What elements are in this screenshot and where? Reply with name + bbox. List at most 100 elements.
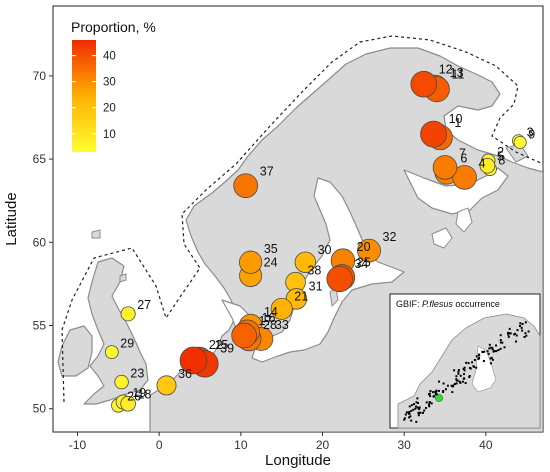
inset-occurrence-point [416, 397, 419, 400]
inset-occurrence-point [478, 354, 481, 357]
y-axis-title: Latitude [3, 192, 20, 245]
inset-occurrence-point [521, 323, 524, 325]
inset-occurrence-point [495, 344, 497, 347]
site-label-5: 5 [497, 149, 504, 163]
inset-occurrence-point [490, 356, 493, 359]
site-label-32: 32 [383, 230, 397, 244]
site-marker-4 [452, 165, 477, 190]
inset-occurrence-point [503, 346, 506, 349]
inset-occurrence-point [515, 334, 518, 337]
inset-occurrence-point [414, 407, 417, 410]
inset-occurrence-point [507, 331, 509, 334]
inset-occurrence-point [493, 350, 496, 353]
inset-occurrence-point [415, 420, 418, 423]
inset-occurrence-point [463, 377, 466, 380]
site-label-25: 25 [357, 256, 371, 270]
inset-occurrence-point [446, 384, 449, 387]
inset-occurrence-point [527, 330, 530, 333]
x-axis-title: Longitude [265, 452, 331, 469]
site-label-8: 8 [498, 154, 505, 168]
inset-occurrence-point [481, 350, 484, 353]
color-legend: Proportion, % 40 30 20 10 [71, 19, 156, 152]
inset-occurrence-point [425, 407, 427, 409]
inset-occurrence-point [425, 401, 428, 404]
y-tick-label: 50 [33, 402, 47, 416]
inset-occurrence-point [459, 374, 462, 377]
gbif-inset: GBIF: P.flesus occurrence [389, 293, 541, 429]
inset-occurrence-point [523, 336, 526, 338]
inset-occurrence-point [423, 409, 426, 412]
site-label-27: 27 [137, 298, 151, 312]
inset-occurrence-point [455, 375, 458, 378]
site-label-17: 17 [259, 314, 273, 328]
inset-occurrence-point [456, 379, 459, 382]
x-tick-label: 40 [479, 438, 493, 452]
inset-occurrence-point [516, 329, 519, 332]
inset-occurrence-point [403, 418, 406, 421]
lake-ladoga [431, 227, 453, 249]
inset-occurrence-point [442, 390, 445, 392]
inset-occurrence-point [515, 340, 517, 343]
inset-occurrence-point [519, 325, 521, 327]
legend-tick-label: 20 [103, 103, 116, 115]
inset-occurrence-point [507, 333, 510, 336]
site-marker-30 [294, 251, 317, 273]
inset-occurrence-points [403, 321, 530, 423]
site-marker-9 [513, 135, 527, 149]
site-label-38: 38 [307, 263, 321, 277]
inset-occurrence-point [405, 411, 408, 414]
inset-occurrence-point [444, 388, 447, 391]
inset-occurrence-point [488, 347, 491, 350]
site-label-15: 15 [214, 338, 228, 352]
site-marker-32 [357, 238, 381, 263]
inset-occurrence-point [495, 350, 498, 353]
inset-occurrence-point [413, 403, 415, 406]
inset-occurrence-point [438, 380, 440, 383]
inset-occurrence-point [477, 357, 480, 360]
site-label-2: 2 [497, 145, 504, 159]
inset-occurrence-point [415, 401, 418, 404]
inset-occurrence-point [432, 391, 435, 394]
inset-occurrence-point [436, 393, 438, 396]
inset-occurrence-point [487, 352, 490, 355]
site-marker-35 [239, 250, 263, 274]
site-marker-18 [120, 395, 136, 412]
inset-occurrence-point [429, 395, 432, 398]
site-marker-5 [479, 157, 496, 174]
inset-highlight-point [435, 394, 443, 402]
site-label-19: 19 [132, 386, 146, 400]
inset-occurrence-point [499, 334, 502, 337]
inset-occurrence-point [403, 417, 406, 420]
site-label-31: 31 [309, 280, 323, 294]
inset-occurrence-point [416, 406, 419, 409]
site-marker-21 [270, 297, 293, 320]
inset-occurrence-point [417, 411, 420, 414]
site-label-22: 22 [209, 338, 223, 352]
x-tick-label: 10 [234, 438, 248, 452]
inset-occurrence-point [483, 350, 486, 353]
site-label-36: 36 [178, 367, 192, 381]
site-label-26: 26 [127, 390, 141, 404]
inset-occurrence-point [418, 408, 421, 411]
y-tick-label: 70 [33, 69, 47, 83]
inset-occurrence-point [457, 370, 460, 373]
site-label-7: 7 [459, 147, 466, 161]
inset-occurrence-point [462, 367, 465, 370]
site-label-35: 35 [264, 242, 278, 256]
inset-occurrence-point [417, 402, 419, 404]
site-marker-17 [231, 322, 257, 349]
site-marker-34 [326, 265, 353, 293]
inset-occurrence-point [491, 348, 494, 351]
site-label-3: 3 [527, 126, 534, 140]
inset-occurrence-point [463, 373, 465, 376]
inset-occurrence-point [434, 391, 437, 394]
site-label-12: 12 [439, 62, 453, 76]
inset-occurrence-point [491, 346, 494, 349]
inset-occurrence-point [453, 369, 456, 372]
inset-occurrence-point [410, 419, 413, 422]
site-label-24: 24 [264, 256, 278, 270]
inset-occurrence-point [525, 334, 528, 337]
inset-occurrence-point [428, 403, 430, 406]
inset-occurrence-point [471, 361, 474, 364]
